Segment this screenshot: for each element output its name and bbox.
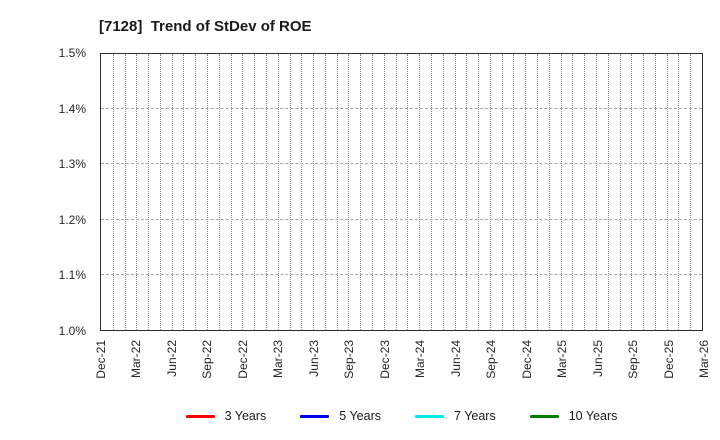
- vertical-gridline: [372, 54, 374, 330]
- vertical-gridline: [489, 54, 491, 330]
- vertical-gridline: [631, 54, 633, 330]
- x-tick-label: Dec-22: [235, 340, 250, 379]
- y-tick-label: 1.0%: [58, 324, 86, 338]
- x-tick-label: Jun-23: [306, 340, 321, 377]
- vertical-gridline: [112, 54, 114, 330]
- vertical-gridline: [654, 54, 656, 330]
- legend-label: 5 Years: [339, 409, 382, 423]
- x-tick-label: Dec-21: [94, 340, 108, 379]
- horizontal-gridline: [101, 108, 702, 110]
- vertical-gridline: [560, 54, 562, 330]
- y-tick-label: 1.5%: [58, 46, 86, 60]
- legend-label: 3 Years: [224, 409, 267, 423]
- vertical-gridline: [324, 54, 326, 330]
- vertical-gridline: [195, 54, 197, 330]
- vertical-gridline: [277, 54, 279, 330]
- vertical-gridline: [666, 54, 668, 330]
- chart-title: [7128] Trend of StDev of ROE: [99, 18, 312, 35]
- x-tick-label: Sep-22: [200, 340, 215, 379]
- horizontal-gridline: [101, 218, 702, 220]
- legend-label: 7 Years: [454, 409, 496, 423]
- vertical-gridline: [478, 54, 480, 330]
- vertical-gridline: [254, 54, 256, 330]
- legend-line-swatch: [300, 414, 330, 418]
- vertical-gridline: [466, 54, 468, 330]
- y-tick-label: 1.1%: [58, 268, 86, 283]
- x-tick-label: Dec-24: [519, 340, 534, 379]
- vertical-gridline: [643, 54, 645, 330]
- vertical-gridline: [407, 54, 409, 330]
- vertical-gridline: [419, 54, 421, 330]
- vertical-gridline: [230, 54, 232, 330]
- legend: 3 Years 5 Years 7 Years 10 Years: [100, 404, 703, 428]
- vertical-gridline: [548, 54, 550, 330]
- vertical-gridline: [537, 54, 539, 330]
- vertical-gridline: [501, 54, 503, 330]
- plot-area: [100, 53, 703, 331]
- vertical-gridline: [454, 54, 456, 330]
- vertical-gridline: [513, 54, 515, 330]
- vertical-gridline: [242, 54, 244, 330]
- legend-item-3-years: 3 Years: [185, 409, 267, 423]
- vertical-gridline: [442, 54, 444, 330]
- vertical-gridline: [690, 54, 692, 330]
- series-lines: [101, 54, 702, 330]
- x-tick-label: Mar-23: [271, 340, 286, 379]
- vertical-gridline: [584, 54, 586, 330]
- vertical-gridline: [136, 54, 138, 330]
- vertical-gridline: [430, 54, 432, 330]
- legend-line-swatch: [185, 414, 215, 418]
- vertical-gridline: [171, 54, 173, 330]
- vertical-gridline: [336, 54, 338, 330]
- vertical-gridline: [395, 54, 397, 330]
- x-tick-label: Jun-25: [590, 340, 605, 377]
- x-tick-label: Jun-24: [448, 340, 463, 377]
- vertical-gridline: [595, 54, 597, 330]
- x-tick-label: Dec-25: [661, 340, 676, 379]
- vertical-gridline: [348, 54, 350, 330]
- vertical-gridline: [383, 54, 385, 330]
- vertical-gridline: [183, 54, 185, 330]
- y-axis-tick-labels: 1.0% 1.1% 1.2% 1.3% 1.4% 1.5%: [0, 46, 92, 338]
- vertical-gridline: [159, 54, 161, 330]
- horizontal-gridline: [101, 273, 702, 275]
- vertical-gridline: [265, 54, 267, 330]
- x-tick-label: Jun-22: [164, 340, 179, 377]
- x-tick-label: Mar-22: [129, 340, 144, 379]
- x-tick-label: Sep-23: [342, 340, 357, 379]
- x-tick-label: Dec-23: [377, 340, 392, 379]
- x-tick-label: Mar-25: [555, 340, 570, 379]
- vertical-gridline: [360, 54, 362, 330]
- vertical-gridline: [124, 54, 126, 330]
- legend-line-swatch: [529, 414, 559, 418]
- legend-item-7-years: 7 Years: [415, 409, 496, 423]
- x-axis-tick-labels: Dec-21 Mar-22 Jun-22 Sep-22 Dec-22 Mar-23 Jun-…: [94, 337, 711, 395]
- vertical-gridline: [207, 54, 209, 330]
- legend-item-5-years: 5 Years: [300, 409, 381, 423]
- vertical-gridline: [301, 54, 303, 330]
- y-tick-label: 1.2%: [58, 212, 86, 227]
- x-tick-label: Mar-24: [413, 340, 428, 379]
- legend-label: 10 Years: [568, 409, 618, 423]
- y-tick-label: 1.3%: [58, 157, 86, 172]
- x-tick-label: Sep-24: [484, 340, 499, 379]
- x-tick-label: Mar-26: [697, 340, 711, 379]
- vertical-gridline: [525, 54, 527, 330]
- vertical-gridline: [619, 54, 621, 330]
- vertical-gridline: [218, 54, 220, 330]
- vertical-gridline: [607, 54, 609, 330]
- vertical-gridline: [289, 54, 291, 330]
- vertical-gridline: [678, 54, 680, 330]
- legend-item-10-years: 10 Years: [529, 409, 618, 423]
- x-tick-label: Sep-25: [626, 340, 641, 379]
- vertical-gridline: [148, 54, 150, 330]
- horizontal-gridline: [101, 163, 702, 165]
- y-tick-label: 1.4%: [58, 101, 86, 116]
- vertical-gridline: [572, 54, 574, 330]
- vertical-gridline: [313, 54, 315, 330]
- legend-line-swatch: [415, 414, 445, 418]
